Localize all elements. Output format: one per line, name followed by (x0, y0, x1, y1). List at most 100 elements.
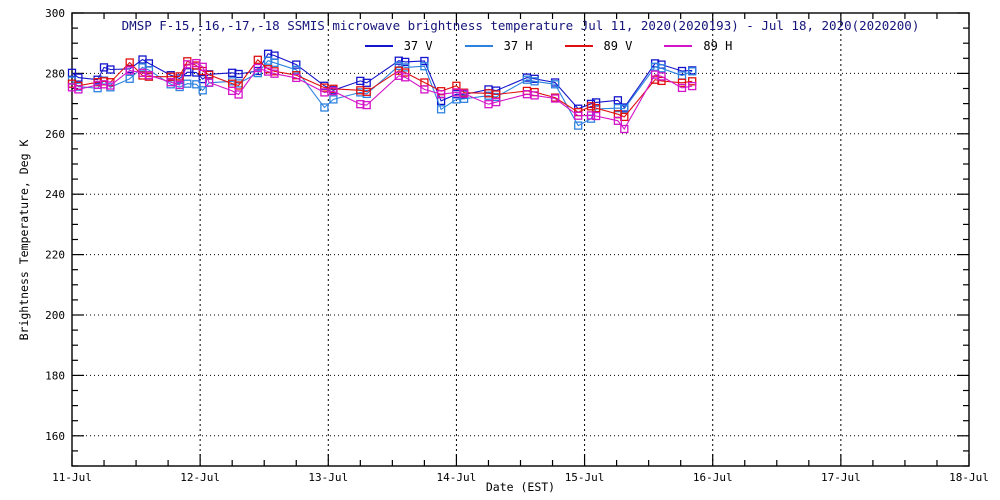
data-point-marker (613, 96, 623, 105)
data-point-marker (677, 83, 687, 93)
data-point-marker (204, 78, 214, 87)
data-point-marker (530, 91, 539, 100)
data-point-marker (329, 87, 338, 96)
data-point-marker (550, 94, 560, 103)
data-point-marker (522, 90, 532, 99)
data-point-marker (175, 80, 184, 90)
data-point-marker (292, 60, 301, 69)
data-point-marker (234, 81, 243, 90)
legend-item-89-h: 89 H (664, 39, 732, 53)
svg-text:240: 240 (45, 188, 65, 201)
y-axis-label: Brightness Temperature, Deg K (17, 139, 31, 341)
data-point-marker (320, 83, 329, 92)
svg-text:12-Jul: 12-Jul (180, 471, 220, 484)
data-point-marker (591, 111, 601, 121)
data-point-marker (125, 58, 134, 67)
data-point-marker (530, 77, 539, 86)
data-point-marker (420, 56, 429, 66)
data-point-marker (183, 60, 192, 69)
data-point-marker (401, 73, 410, 82)
data-point-marker (292, 65, 301, 74)
data-point-marker (270, 58, 279, 67)
data-point-marker (166, 78, 175, 87)
legend-item-37-v: 37 V (364, 39, 433, 53)
legend-label-89-v: 89 V (603, 39, 633, 53)
data-point-marker (436, 90, 446, 99)
data-point-marker (125, 66, 134, 75)
data-point-marker (574, 121, 583, 130)
y-tick-labels: 160 180 200 220 240 260 280 300 (45, 7, 65, 443)
data-point-marker (484, 100, 493, 109)
legend: 37 V 37 H 89 V 89 H (100, 39, 997, 53)
data-point-marker (550, 80, 560, 89)
legend-label-37-v: 37 V (403, 39, 433, 53)
x-axis-label: Date (EST) (485, 480, 556, 494)
data-point-marker (106, 65, 115, 74)
x-axis-ticks (71, 13, 970, 466)
data-point-marker (613, 116, 623, 125)
data-point-marker (270, 69, 279, 78)
data-point-marker (591, 103, 601, 113)
svg-text:15-Jul: 15-Jul (565, 471, 605, 484)
data-point-marker (657, 64, 666, 73)
data-point-marker (198, 86, 207, 95)
legend-label-89-h: 89 H (703, 39, 733, 53)
svg-text:14-Jul: 14-Jul (437, 471, 477, 484)
data-point-marker (677, 66, 687, 76)
legend-line-37-h-icon (464, 45, 493, 47)
data-point-marker (125, 74, 134, 83)
data-point-marker (677, 78, 687, 87)
svg-text:13-Jul: 13-Jul (308, 471, 348, 484)
data-point-marker (459, 94, 469, 103)
data-point-marker (362, 100, 371, 110)
data-point-marker (67, 68, 77, 77)
data-point-marker (166, 72, 175, 81)
data-point-marker (452, 88, 461, 97)
data-point-marker (688, 77, 697, 86)
data-point-marker (362, 87, 371, 96)
svg-text:220: 220 (45, 249, 65, 262)
data-point-marker (198, 62, 207, 71)
y-axis-ticks (72, 12, 969, 467)
series-37-h (67, 56, 697, 130)
svg-text:160: 160 (45, 430, 65, 443)
data-point-marker (459, 89, 469, 98)
data-point-marker (620, 104, 629, 113)
data-point-marker (574, 111, 583, 120)
legend-item-37-h: 37 H (464, 39, 533, 53)
data-point-marker (657, 76, 666, 86)
svg-text:17-Jul: 17-Jul (821, 471, 861, 484)
legend-line-37-v-icon (364, 45, 393, 47)
data-point-marker (106, 81, 115, 90)
gridlines (74, 14, 968, 465)
data-point-marker (329, 95, 338, 104)
data-point-marker (688, 67, 697, 76)
data-point-marker (234, 90, 243, 99)
data-point-marker (688, 81, 697, 91)
x-tick-labels: 11-Jul 12-Jul 13-Jul 14-Jul 15-Jul 16-Jul 17-J… (52, 471, 989, 484)
data-point-marker (420, 85, 429, 94)
data-point-marker (192, 80, 201, 89)
legend-line-89-h-icon (664, 45, 693, 47)
legend-line-89-v-icon (564, 45, 593, 47)
data-point-marker (657, 72, 666, 81)
data-point-marker (436, 105, 446, 114)
data-point-marker (144, 71, 154, 80)
svg-text:300: 300 (45, 7, 65, 20)
data-point-marker (586, 111, 596, 120)
chart-title: DMSP F-15,-16,-17,-18 SSMIS microwave br… (121, 18, 920, 33)
legend-item-89-v: 89 V (564, 39, 633, 53)
data-point-marker (362, 78, 371, 87)
data-point-marker (292, 73, 301, 83)
data-point-marker (320, 103, 329, 112)
svg-text:260: 260 (45, 128, 65, 141)
data-point-marker (492, 97, 501, 107)
data-point-marker (484, 89, 493, 98)
data-point-marker (253, 63, 262, 73)
series-89-v (67, 55, 697, 122)
svg-text:280: 280 (45, 67, 65, 80)
svg-text:11-Jul: 11-Jul (52, 471, 92, 484)
data-point-marker (234, 69, 243, 79)
